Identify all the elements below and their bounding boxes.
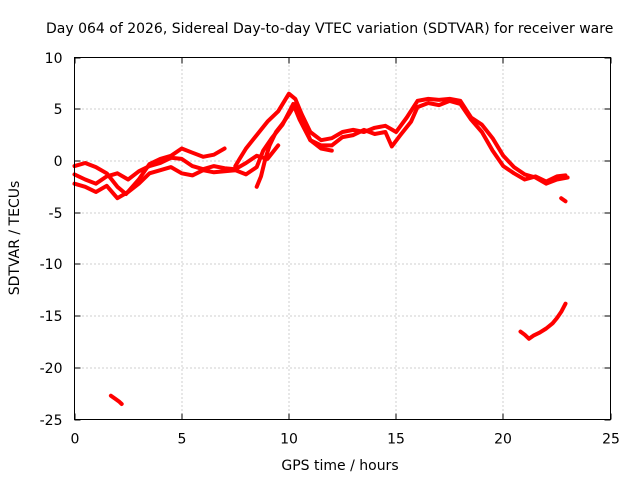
series-trace-e <box>254 98 568 189</box>
y-tick-label: -15 <box>40 309 63 325</box>
y-tick-label: -25 <box>40 413 63 429</box>
plot-frame <box>74 57 611 420</box>
y-tick-label: 0 <box>54 154 63 170</box>
x-tick-label: 20 <box>494 432 512 448</box>
x-tick-label: 10 <box>280 432 298 448</box>
y-tick-label: 5 <box>54 102 63 118</box>
x-tick-label: 5 <box>178 432 187 448</box>
series-trace-f <box>108 393 124 406</box>
y-tick-label: -20 <box>40 361 63 377</box>
y-tick-label: -10 <box>40 257 63 273</box>
data-traces <box>72 91 570 406</box>
x-tick-label: 25 <box>602 432 620 448</box>
series-trace-a <box>72 146 227 196</box>
series-trace-g <box>559 196 568 204</box>
y-tick-label: 10 <box>45 51 63 67</box>
x-tick-label: 0 <box>71 432 80 448</box>
series-trace-b <box>72 143 281 186</box>
series-trace-h <box>518 301 568 341</box>
y-tick-label: -5 <box>49 206 63 222</box>
x-tick-label: 15 <box>387 432 405 448</box>
series-trace-d <box>233 91 570 186</box>
x-axis-label: GPS time / hours <box>281 458 398 474</box>
y-axis-label: SDTVAR / TECUs <box>7 181 23 296</box>
axis-ticks: 0 5 10 15 20 25 10 5 0 -5 -10 -15 -20 -25 <box>40 51 620 448</box>
chart-title: Day 064 of 2026, Sidereal Day-to-day VTE… <box>46 21 613 37</box>
grid <box>74 57 611 420</box>
